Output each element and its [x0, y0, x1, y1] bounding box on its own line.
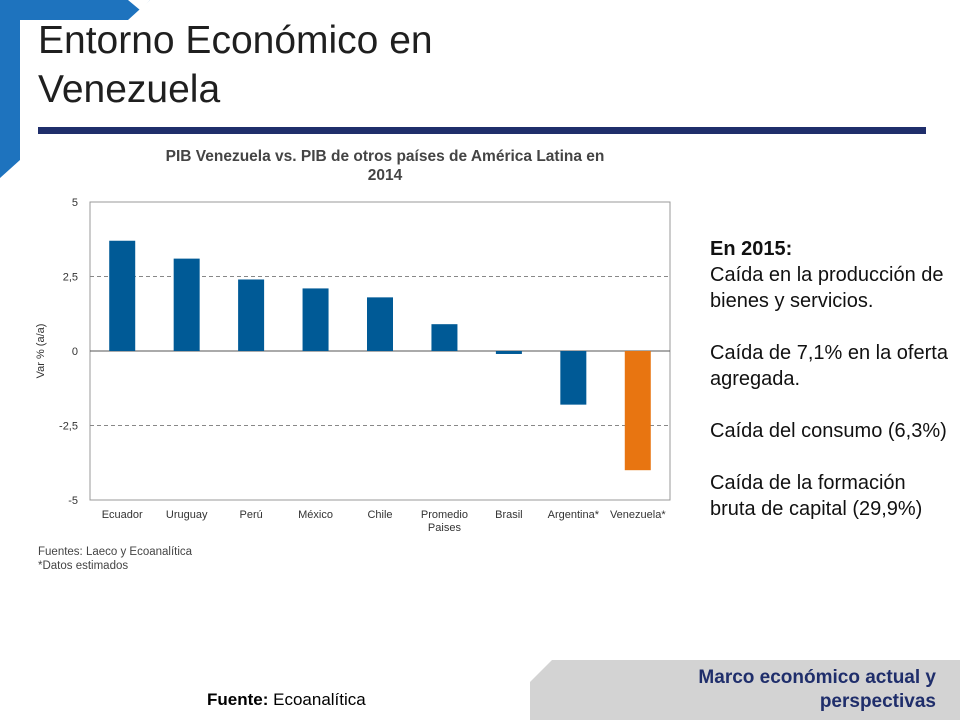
x-tick-label: Ecuador — [102, 509, 143, 521]
y-tick-label: -2,5 — [59, 421, 78, 433]
x-tick-label: Paises — [428, 522, 462, 534]
bar — [495, 351, 522, 354]
x-tick-label: México — [298, 509, 333, 521]
x-tick-label: Brasil — [495, 509, 523, 521]
chart-note-sources: Fuentes: Laeco y Ecoanalítica — [38, 546, 193, 558]
footer-band — [530, 660, 960, 720]
x-tick-label: Chile — [367, 509, 392, 521]
x-tick-label: Promedio — [421, 509, 468, 521]
x-tick-label: Uruguay — [166, 509, 208, 521]
chart-notes: Fuentes: Laeco y Ecoanalítica *Datos est… — [38, 546, 192, 573]
bar — [431, 324, 458, 351]
x-tick-label: Argentina* — [548, 509, 600, 521]
footer-line-1: Marco económico actual y — [698, 667, 936, 688]
slide-title-line-2: Venezuela — [38, 68, 221, 111]
bar — [560, 351, 587, 405]
chart-title-line-2: 2014 — [367, 167, 403, 184]
y-tick-label: 5 — [72, 197, 78, 209]
footer-text: Marco económico actual y perspectivas — [560, 666, 936, 714]
corner-accent-shape — [0, 0, 150, 178]
side-panel: En 2015: Caída en la producción de biene… — [710, 236, 950, 548]
y-tick-label: 0 — [72, 346, 78, 358]
source-value: Ecoanalítica — [273, 690, 366, 709]
chart-note-estimated: *Datos estimados — [38, 559, 129, 572]
bar — [238, 279, 265, 351]
x-tick-label: Perú — [239, 509, 262, 521]
side-panel-item-consumption: Caída del consumo (6,3%) — [710, 420, 947, 442]
side-panel-item-capital: Caída de la formación bruta de capital (… — [710, 472, 923, 520]
source-label: Fuente: — [207, 690, 269, 709]
bar — [109, 240, 136, 351]
side-panel-item-production: Caída en la producción de bienes y servi… — [710, 264, 944, 312]
x-tick-label: Venezuela* — [610, 509, 666, 521]
bar — [302, 288, 329, 351]
bar — [367, 297, 393, 351]
y-axis-label: Var % (a/a) — [35, 324, 47, 379]
footer-line-2: perspectivas — [819, 691, 936, 712]
bar — [173, 258, 200, 351]
chart-title: PIB Venezuela vs. PIB de otros países de… — [90, 147, 680, 185]
side-panel-item-supply: Caída de 7,1% en la oferta agregada. — [710, 342, 948, 390]
slide-title-line-1: Entorno Económico en — [38, 19, 433, 62]
side-panel-heading: En 2015: — [710, 238, 793, 260]
title-rule — [38, 127, 926, 134]
y-tick-label: 2,5 — [63, 272, 78, 284]
gdp-bar-chart: 5 2,5 0 -2,5 -5 Var % (a/a) Ecuador Uruguay Perú… — [35, 197, 671, 534]
source-line: Fuente: Ecoanalítica — [207, 690, 366, 710]
chart-title-line-1: PIB Venezuela vs. PIB de otros países de… — [165, 148, 605, 165]
bar — [624, 351, 651, 471]
slide-title: Entorno Económico en Venezuela — [38, 16, 638, 114]
y-tick-label: -5 — [68, 495, 78, 507]
